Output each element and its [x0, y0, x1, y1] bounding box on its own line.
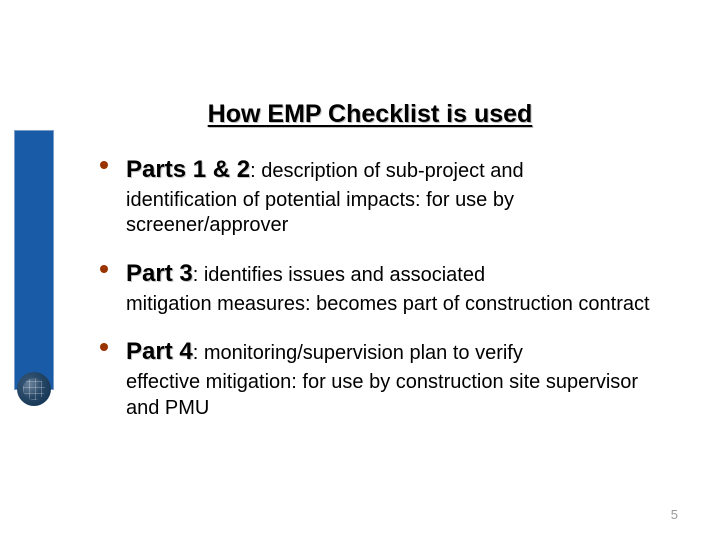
bullet-dot-icon — [100, 343, 108, 351]
bullet-lead: Part 3 — [126, 260, 193, 287]
bullet-dot-icon — [100, 161, 108, 169]
slide-title: How EMP Checklist is used — [208, 100, 533, 129]
bullet-body-rest: mitigation measures: becomes part of con… — [126, 292, 660, 318]
sidebar-decor — [0, 0, 62, 540]
bullet-item: Part 4: monitoring/supervision plan to v… — [100, 337, 660, 421]
bullet-item: Parts 1 & 2: description of sub-project … — [100, 155, 660, 239]
bullet-dot-icon — [100, 265, 108, 273]
globe-icon — [17, 372, 51, 406]
bullet-body-first: : description of sub-project and — [250, 160, 524, 182]
bullet-body-rest: identification of potential impacts: for… — [126, 188, 660, 239]
bullet-body-first: : monitoring/supervision plan to verify — [193, 342, 523, 364]
slide-content: How EMP Checklist is used Parts 1 & 2: d… — [80, 0, 700, 540]
bullet-lead: Parts 1 & 2 — [126, 156, 250, 183]
page-number: 5 — [671, 507, 678, 522]
bullet-body-first: : identifies issues and associated — [193, 264, 485, 286]
title-wrap: How EMP Checklist is used — [80, 100, 660, 129]
bullet-body-rest: effective mitigation: for use by constru… — [126, 370, 660, 421]
bullet-lead: Part 4 — [126, 338, 193, 365]
bullet-item: Part 3: identifies issues and associated… — [100, 259, 660, 317]
bullet-list: Parts 1 & 2: description of sub-project … — [100, 155, 660, 441]
sidebar-vertical-band — [14, 130, 54, 390]
